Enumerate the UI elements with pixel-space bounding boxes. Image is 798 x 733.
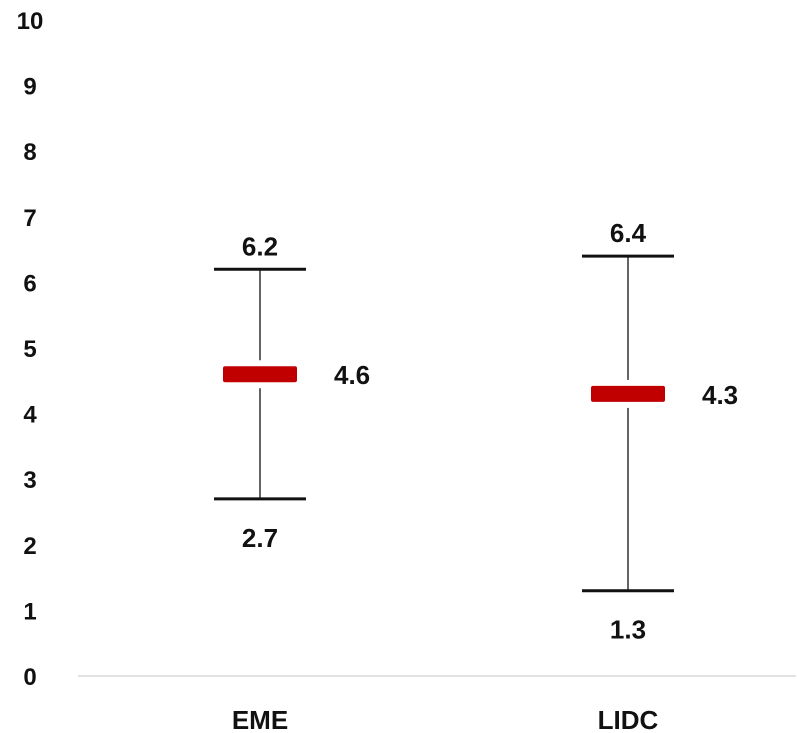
mid-marker-eme [223, 366, 297, 383]
y-tick-label: 9 [23, 74, 36, 101]
y-tick-label: 2 [23, 533, 36, 560]
low-value-label-eme: 2.7 [242, 523, 278, 553]
y-axis-tick-labels: 0 1 2 3 4 5 6 7 8 9 10 [17, 8, 44, 691]
low-value-label-lidc: 1.3 [610, 615, 646, 645]
high-value-label-eme: 6.2 [242, 231, 278, 261]
y-tick-label: 10 [17, 8, 44, 35]
y-tick-label: 8 [23, 139, 36, 166]
mid-value-label-lidc: 4.3 [702, 380, 738, 410]
y-tick-label: 5 [23, 336, 36, 363]
x-category-label-eme: EME [232, 705, 288, 733]
mid-marker-lidc [591, 385, 665, 402]
plot-marks: 6.2 2.7 4.6 6.4 1.3 4.3 [214, 218, 738, 645]
mid-value-label-eme: 4.6 [334, 360, 370, 390]
high-value-label-lidc: 6.4 [610, 218, 647, 248]
y-tick-label: 0 [23, 664, 36, 691]
y-tick-label: 4 [23, 402, 37, 429]
y-tick-label: 1 [23, 598, 36, 625]
y-tick-label: 3 [23, 467, 36, 494]
y-tick-label: 7 [23, 205, 36, 232]
x-category-label-lidc: LIDC [598, 705, 659, 733]
y-tick-label: 6 [23, 270, 36, 297]
x-axis-category-labels: EME LIDC [232, 705, 659, 733]
